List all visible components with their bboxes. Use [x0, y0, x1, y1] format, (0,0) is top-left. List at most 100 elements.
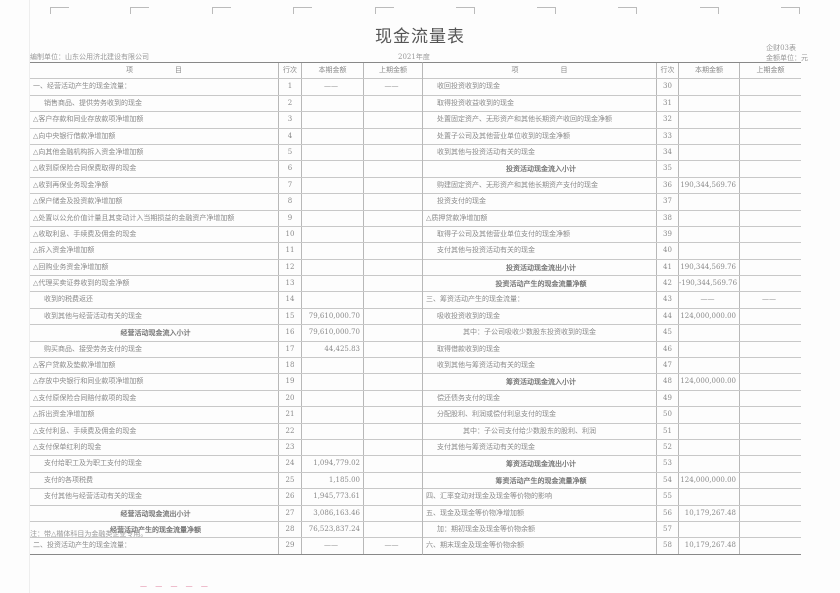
row-label: △回购业务资金净增加额 [33, 262, 109, 271]
binding-mark [781, 7, 800, 14]
row-current-amount: 190,344,569.76 [679, 259, 740, 276]
table-row: 处置固定资产、无形资产和其他长期资产收回的现金净额 32 [423, 112, 801, 129]
row-line-no: 4 [278, 128, 302, 144]
row-prior-amount [364, 358, 422, 373]
row-label: △向中央银行借款净增加额 [33, 131, 116, 140]
row-line-no: 35 [656, 161, 679, 177]
row-current-amount [302, 95, 364, 112]
table-row: △收取利息、手续费及佣金的现金 10 [30, 226, 422, 244]
row-label: △处置以公允价值计量且其变动计入当期损益的金融资产净增加额 [33, 213, 235, 222]
table-row: 经营活动产生的现金流量净额 28 76,523,837.24 [30, 521, 422, 539]
binding-mark [618, 7, 637, 14]
table-row: 支付其他与经营活动有关的现金 26 1,945,773.61 [30, 489, 422, 506]
row-label: 销售商品、提供劳务收到的现金 [44, 98, 142, 107]
row-current-amount: —— [679, 292, 740, 308]
row-current-amount: 1,945,773.61 [302, 489, 364, 505]
row-prior-amount [364, 374, 422, 389]
page-edge [29, 0, 30, 593]
row-prior-amount [740, 227, 801, 242]
row-prior-amount [364, 161, 422, 176]
binding-mark [212, 7, 231, 14]
row-prior-amount [364, 325, 422, 340]
row-line-no: 49 [656, 390, 679, 407]
row-line-no: 15 [278, 308, 302, 325]
row-current-amount: 10,179,267.48 [679, 505, 740, 521]
cash-flow-table-right: 项 目行次 本期金额 上期金额 收回投资收到的现金 30 取得投资收益收到的现金 31 处置固… [422, 62, 801, 555]
row-line-no: 48 [656, 374, 679, 390]
row-prior-amount [364, 292, 422, 307]
row-prior-amount [740, 538, 801, 553]
row-prior-amount [364, 243, 422, 258]
row-label: △客户存款和同业存放款项净增加额 [33, 115, 144, 124]
row-prior-amount [740, 260, 801, 275]
row-current-amount [679, 439, 740, 456]
table-row: 其中：子公司吸收少数股东投资收到的现金 45 [423, 325, 801, 342]
row-label: 支付其他与投资活动有关的现金 [437, 246, 535, 255]
row-current-amount: 10,179,267.48 [679, 538, 740, 554]
row-line-no: 46 [656, 341, 679, 358]
table-row: 取得投资收益收到的现金 31 [423, 95, 801, 113]
table-row: △支付原保险合同赔付款项的现金 20 [30, 390, 422, 408]
row-label: △质押贷款净增加额 [426, 213, 488, 222]
row-label: 支付其他与经营活动有关的现金 [44, 492, 142, 501]
row-label: 分配股利、利润或偿付利息支付的现金 [437, 410, 556, 419]
row-current-amount: 3,086,163.46 [302, 505, 364, 521]
table-row: 销售商品、提供劳务收到的现金 2 [30, 95, 422, 113]
row-current-amount [679, 112, 740, 128]
row-prior-amount [364, 456, 422, 471]
row-line-no: 38 [656, 210, 679, 226]
row-line-no: 51 [656, 423, 679, 439]
row-line-no: 18 [278, 358, 302, 374]
table-row: 六、期末现金及现金等价物余额 58 10,179,267.48 [423, 538, 801, 554]
table-row: 处置子公司及其他营业单位收到的现金净额 33 [423, 128, 801, 145]
table-row: 四、汇率变动对现金及现金等价物的影响 55 [423, 489, 801, 506]
row-prior-amount: —— [384, 541, 399, 550]
table-row: △回购业务资金净增加额 12 [30, 259, 422, 277]
row-prior-amount [740, 489, 801, 504]
row-label: △拆入资金净增加额 [33, 246, 95, 255]
table-row: 经营活动现金流入小计 16 79,610,000.70 [30, 325, 422, 342]
row-label: △收取利息、手续费及佣金的现金 [33, 229, 137, 238]
row-current-amount: 44,425.83 [302, 341, 364, 358]
row-label: 支付给职工及为职工支付的现金 [44, 459, 142, 468]
row-label: 取得子公司及其他营业单位支付的现金净额 [437, 229, 570, 238]
column-header-prior: 上期金额 [756, 66, 785, 74]
row-label: 支付其他与筹资活动有关的现金 [437, 442, 535, 451]
row-label: 投资活动现金流出小计 [506, 262, 576, 272]
row-line-no: 9 [278, 210, 302, 226]
row-prior-amount [364, 112, 422, 127]
table-row: 支付其他与筹资活动有关的现金 52 [423, 439, 801, 457]
row-line-no: 10 [278, 226, 302, 243]
row-prior-amount [364, 440, 422, 455]
row-current-amount [679, 210, 740, 226]
row-current-amount [679, 79, 740, 95]
row-label: 收到其他与筹资活动有关的现金 [437, 361, 535, 370]
row-label: 经营活动现金流出小计 [120, 508, 191, 518]
row-line-no: 33 [656, 128, 679, 144]
row-current-amount [302, 423, 364, 439]
form-code: 企财03表 [766, 44, 796, 52]
row-current-amount: 79,610,000.70 [302, 325, 364, 341]
row-label: △支付利息、手续费及佣金的现金 [33, 426, 137, 435]
row-prior-amount [740, 440, 801, 455]
row-label: 收到的税费返还 [44, 295, 93, 304]
table-row: △向其他金融机构拆入资金净增加额 5 [30, 144, 422, 162]
row-current-amount [302, 177, 364, 194]
row-line-no: 2 [278, 95, 302, 112]
row-line-no: 6 [278, 161, 302, 177]
row-current-amount [302, 144, 364, 161]
table-row: 支付给职工及为职工支付的现金 24 1,094,779.02 [30, 456, 422, 473]
row-label: 五、现金及现金等价物净增加额 [426, 508, 524, 517]
table-row: △存放中央银行和同业款项净增加额 19 [30, 374, 422, 391]
row-label: 吸收投资收到的现金 [437, 311, 500, 320]
binding-mark [375, 7, 394, 14]
row-current-amount [679, 128, 740, 144]
row-current-amount: 124,000,000.00 [679, 308, 740, 325]
row-current-amount: 1,185.00 [302, 472, 364, 489]
row-current-amount [679, 325, 740, 341]
table-row: △拆入资金净增加额 11 [30, 243, 422, 260]
row-label: 投资支付的现金 [437, 197, 486, 206]
row-current-amount [302, 390, 364, 407]
row-current-amount [679, 358, 740, 374]
row-label: 处置子公司及其他营业单位收到的现金净额 [437, 131, 570, 140]
